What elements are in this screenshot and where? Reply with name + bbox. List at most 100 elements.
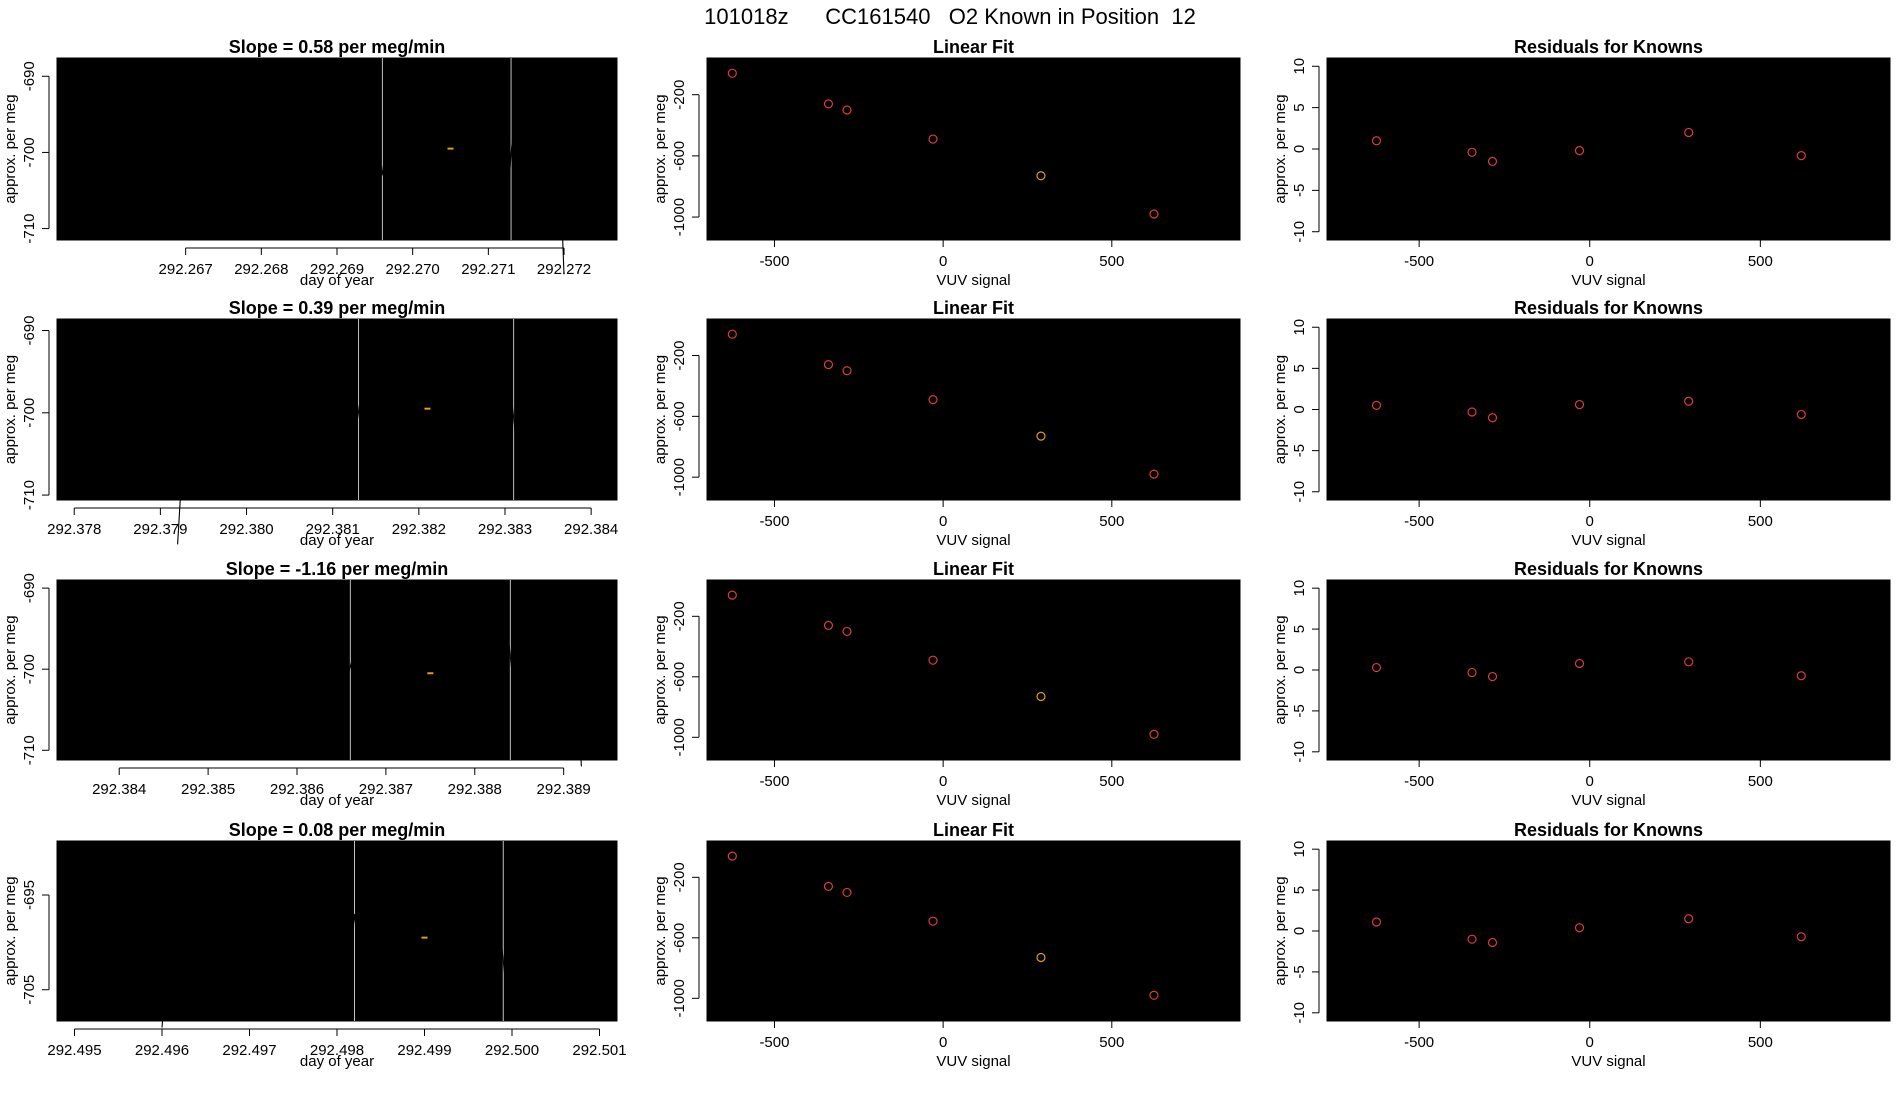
x-tick-label: 292.499 [397,1042,451,1059]
y-tick-label: -710 [21,735,38,765]
x-axis-label: VUV signal [1571,532,1645,549]
data-point [1574,399,1585,410]
y-tick-label: -700 [21,654,38,684]
y-tick-label: -1000 [671,198,688,236]
data-point [928,395,938,405]
y-tick-label: 10 [1291,319,1308,336]
data-point [1684,657,1694,667]
x-tick-label: 500 [1099,253,1124,270]
data-point [823,360,834,370]
x-tick-label: 500 [1748,513,1773,530]
chart-title: Slope = 0.08 per meg/min [229,820,446,840]
data-point [1467,667,1477,678]
x-tick-label: 292.384 [564,521,618,538]
data-point [842,887,852,898]
x-tick-label: 292.379 [133,521,187,538]
x-axis-label: day of year [300,792,374,809]
y-tick-label: 10 [1291,58,1308,75]
y-axis-label: approx. per meg [652,355,669,464]
data-point [1684,127,1694,138]
data-point [1149,209,1159,219]
y-tick-label: 5 [1291,625,1308,633]
x-tick-label: 292.269 [310,261,364,278]
fit-line [720,329,1232,494]
chart-title: Residuals for Knowns [1514,298,1703,318]
x-tick-label: 292.378 [47,521,101,538]
x-tick-label: 292.388 [448,781,502,798]
y-tick-label: -600 [671,662,688,692]
y-tick-label: -1000 [671,718,688,756]
data-point [842,366,852,376]
x-tick-label: 0 [1586,253,1594,270]
chart-title: Residuals for Knowns [1514,37,1703,57]
x-tick-label: 292.387 [359,781,413,798]
linear-fit-row-3: Linear Fit -500 0 500 -1000 -600 -200 VUV signa… [652,559,1124,809]
x-tick-label: -500 [1404,253,1434,270]
y-axis-label: approx. per meg [2,615,19,724]
y-tick-label: 0 [1291,405,1308,413]
y-tick-label: 5 [1291,886,1308,894]
data-point [1149,729,1159,739]
y-tick-label: 0 [1291,666,1308,674]
x-tick-label: 292.267 [159,261,213,278]
x-tick-label: 292.271 [461,261,515,278]
x-axis-label: day of year [300,532,374,549]
y-tick-label: -10 [1291,741,1308,763]
x-tick-label: 0 [1586,773,1594,790]
page-title: 101018z CC161540 O2 Known in Position 12 [704,4,1196,29]
y-tick-label: -710 [21,480,38,510]
linear-fit-row-4: Linear Fit -500 0 500 -1000 -600 -200 VUV signa… [652,820,1124,1070]
y-tick-label: -200 [671,340,688,370]
x-tick-label: 500 [1748,1034,1773,1051]
y-axis-label: approx. per meg [1272,876,1289,985]
y-tick-label: -700 [21,137,38,167]
timeseries-row-3: Slope = -1.16 per meg/min 292.384 292.385 2… [2,559,591,809]
x-tick-label: 500 [1748,773,1773,790]
x-axis-label: VUV signal [936,272,1010,289]
x-tick-label: 0 [1586,513,1594,530]
x-tick-label: -500 [1404,1034,1434,1051]
fit-line [720,68,1232,234]
data-point [1036,952,1046,963]
data-point [1684,914,1694,924]
y-tick-label: -5 [1291,184,1308,197]
x-tick-label: -500 [1404,513,1434,530]
x-tick-label: 500 [1748,253,1773,270]
y-tick-label: -690 [21,316,38,346]
x-tick-label: 292.268 [234,261,288,278]
x-tick-label: -500 [1404,773,1434,790]
data-point [1574,658,1585,669]
x-tick-label: 292.495 [47,1042,101,1059]
data-point [842,626,852,637]
data-point [1487,413,1498,423]
x-tick-label: 0 [939,253,947,270]
x-axis-label: day of year [300,1053,374,1070]
y-tick-label: 0 [1291,927,1308,935]
y-tick-label: 5 [1291,103,1308,111]
chart-title: Residuals for Knowns [1514,820,1703,840]
y-tick-label: -200 [671,80,688,110]
y-tick-label: 5 [1291,364,1308,372]
y-axis-label: approx. per meg [1272,615,1289,724]
data-point [1467,407,1477,417]
data-point [1487,156,1498,167]
y-axis-label: approx. per meg [1272,355,1289,464]
residuals-row-1: Residuals for Knowns -500 0 500 -10 -5 0 5 10 VUV… [1272,37,1773,289]
data-point [823,99,834,109]
chart-title: Residuals for Knowns [1514,559,1703,579]
x-tick-label: -500 [759,513,789,530]
data-point [823,620,834,630]
data-point [1371,917,1382,927]
x-axis-label: VUV signal [1571,792,1645,809]
x-tick-label: -500 [759,773,789,790]
data-point [1036,431,1046,441]
data-point [727,851,737,861]
data-point [1467,147,1477,157]
chart-title: Linear Fit [933,298,1014,318]
y-tick-label: -600 [671,141,688,171]
data-point [727,329,737,339]
fit-line [720,590,1232,754]
y-axis-label: approx. per meg [1272,94,1289,203]
y-tick-label: -10 [1291,1002,1308,1024]
data-point [1574,146,1585,156]
